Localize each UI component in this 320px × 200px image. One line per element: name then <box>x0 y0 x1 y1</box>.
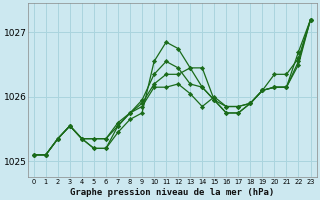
X-axis label: Graphe pression niveau de la mer (hPa): Graphe pression niveau de la mer (hPa) <box>70 188 274 197</box>
